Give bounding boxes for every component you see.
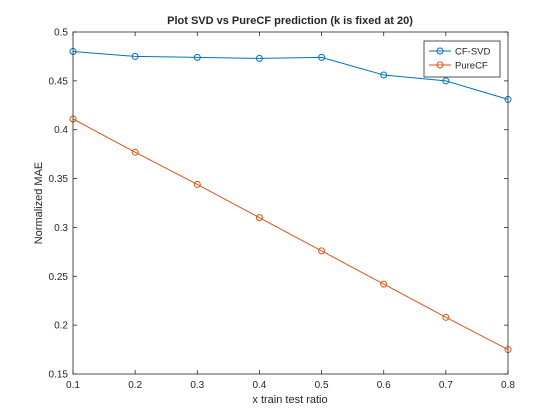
data-point [131, 52, 139, 60]
series-line-1 [72, 118, 509, 351]
data-point [193, 53, 201, 61]
axes-box [72, 31, 509, 375]
legend-marker [436, 47, 444, 55]
data-point [380, 71, 388, 79]
data-point [380, 280, 388, 288]
y-tick-label: 0.3 [54, 223, 68, 234]
data-point [255, 54, 263, 62]
x-tick-label: 0.7 [439, 380, 453, 391]
y-tick-label: 0.15 [49, 370, 69, 381]
legend-label: PureCF [455, 61, 488, 72]
x-tick-label: 0.1 [66, 380, 80, 391]
data-point [318, 247, 326, 255]
x-tick-label: 0.2 [128, 380, 142, 391]
series-line-0 [72, 51, 509, 100]
data-point [442, 77, 450, 85]
x-tick-label: 0.4 [252, 380, 266, 391]
y-tick-label: 0.25 [49, 272, 69, 283]
data-point [442, 313, 450, 321]
x-tick-label: 0.6 [377, 380, 391, 391]
data-point [131, 148, 139, 156]
legend-marker [436, 61, 444, 69]
axes: 0.1 0.2 0.3 0.4 0.5 0.6 0.7 0.8 0.15 0.2 0.25 0.3 0.… [49, 28, 516, 392]
legend-box [423, 40, 501, 78]
legend: CF-SVD PureCF [423, 40, 501, 78]
x-axis-label: x train test ratio [252, 394, 327, 406]
data-point [255, 214, 263, 222]
y-axis-label: Normalized MAE [33, 162, 45, 245]
data-point [318, 53, 326, 61]
legend-label: CF-SVD [455, 47, 491, 58]
y-tick-label: 0.4 [54, 125, 68, 136]
y-tick-label: 0.5 [54, 28, 68, 39]
chart-title: Plot SVD vs PureCF prediction (k is fixe… [167, 15, 413, 27]
x-tick-label: 0.8 [501, 380, 515, 391]
y-tick-label: 0.35 [49, 174, 69, 185]
x-tick-label: 0.3 [190, 380, 204, 391]
data-point [193, 180, 201, 188]
plot-area [73, 32, 508, 374]
y-tick-label: 0.2 [54, 321, 68, 332]
y-tick-label: 0.45 [49, 76, 69, 87]
x-tick-label: 0.5 [315, 380, 329, 391]
